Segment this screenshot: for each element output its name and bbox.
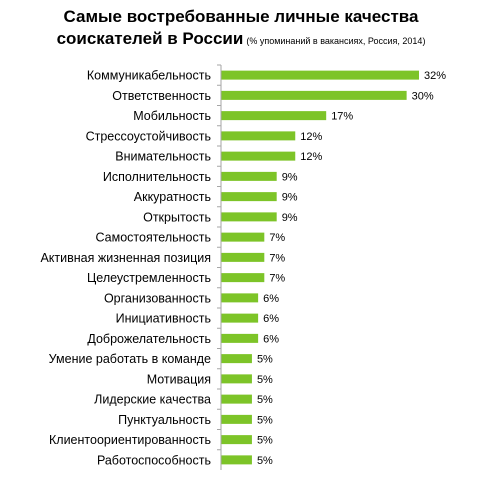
bar: [221, 394, 252, 404]
value-label: 5%: [257, 374, 273, 386]
bar: [221, 313, 259, 323]
value-label: 5%: [257, 435, 273, 447]
category-label: Организованность: [104, 291, 211, 305]
category-label: Активная жизненная позиция: [40, 251, 211, 265]
value-label: 9%: [282, 192, 298, 204]
category-label: Умение работать в команде: [49, 352, 211, 366]
value-label: 17%: [331, 111, 353, 123]
chart-title-line2-text: соискателей в России: [56, 29, 244, 48]
bar: [221, 273, 265, 283]
category-label: Целеустремленность: [87, 271, 211, 285]
value-label: 7%: [269, 252, 285, 264]
bar: [221, 435, 252, 445]
value-label: 9%: [282, 171, 298, 183]
bar: [221, 171, 277, 181]
category-label: Коммуникабельность: [87, 69, 211, 83]
bar: [221, 212, 277, 222]
value-label: 6%: [263, 333, 279, 345]
value-label: 5%: [257, 394, 273, 406]
bar: [221, 192, 277, 202]
category-label: Работоспособность: [97, 453, 211, 467]
category-label: Исполнительность: [103, 170, 211, 184]
bar: [221, 374, 252, 384]
value-label: 6%: [263, 313, 279, 325]
value-label: 12%: [300, 131, 322, 143]
value-label: 12%: [300, 151, 322, 163]
value-label: 9%: [282, 212, 298, 224]
bar: [221, 70, 419, 80]
chart-title-line2: соискателей в России (% упоминаний в вака…: [0, 28, 482, 52]
chart-title-line1: Самые востребованные личные качества: [63, 7, 419, 26]
chart-subtitle: (% упоминаний в вакансиях, Россия, 2014): [246, 36, 426, 46]
bar: [221, 90, 407, 100]
category-label: Стрессоустойчивость: [86, 129, 211, 143]
category-label: Инициативность: [116, 312, 211, 326]
category-label: Ответственность: [112, 89, 211, 103]
value-label: 7%: [269, 273, 285, 285]
value-label: 30%: [412, 90, 434, 102]
bar: [221, 111, 327, 121]
bars-group: Коммуникабельность 32% Ответственность 30% М…: [40, 64, 446, 467]
value-label: 5%: [257, 354, 273, 366]
category-label: Доброжелательность: [87, 332, 211, 346]
category-label: Лидерские качества: [94, 393, 211, 407]
bar: [221, 354, 252, 364]
bar: [221, 414, 252, 424]
bar: [221, 131, 296, 141]
value-label: 7%: [269, 232, 285, 244]
bar: [221, 333, 259, 343]
category-label: Внимательность: [115, 150, 211, 164]
bar: [221, 252, 265, 262]
bar: [221, 232, 265, 242]
bar: [221, 293, 259, 303]
category-label: Открытость: [143, 210, 211, 224]
category-label: Пунктуальность: [118, 413, 211, 427]
category-label: Клиентоориентированность: [49, 433, 211, 447]
bar: [221, 151, 296, 161]
category-label: Самостоятельность: [96, 231, 212, 245]
value-label: 6%: [263, 293, 279, 305]
value-label: 5%: [257, 455, 273, 467]
category-label: Мобильность: [133, 109, 211, 123]
bar: [221, 455, 252, 465]
value-label: 32%: [424, 70, 446, 82]
value-label: 5%: [257, 414, 273, 426]
category-label: Аккуратность: [134, 190, 211, 204]
category-label: Мотивация: [147, 372, 211, 386]
